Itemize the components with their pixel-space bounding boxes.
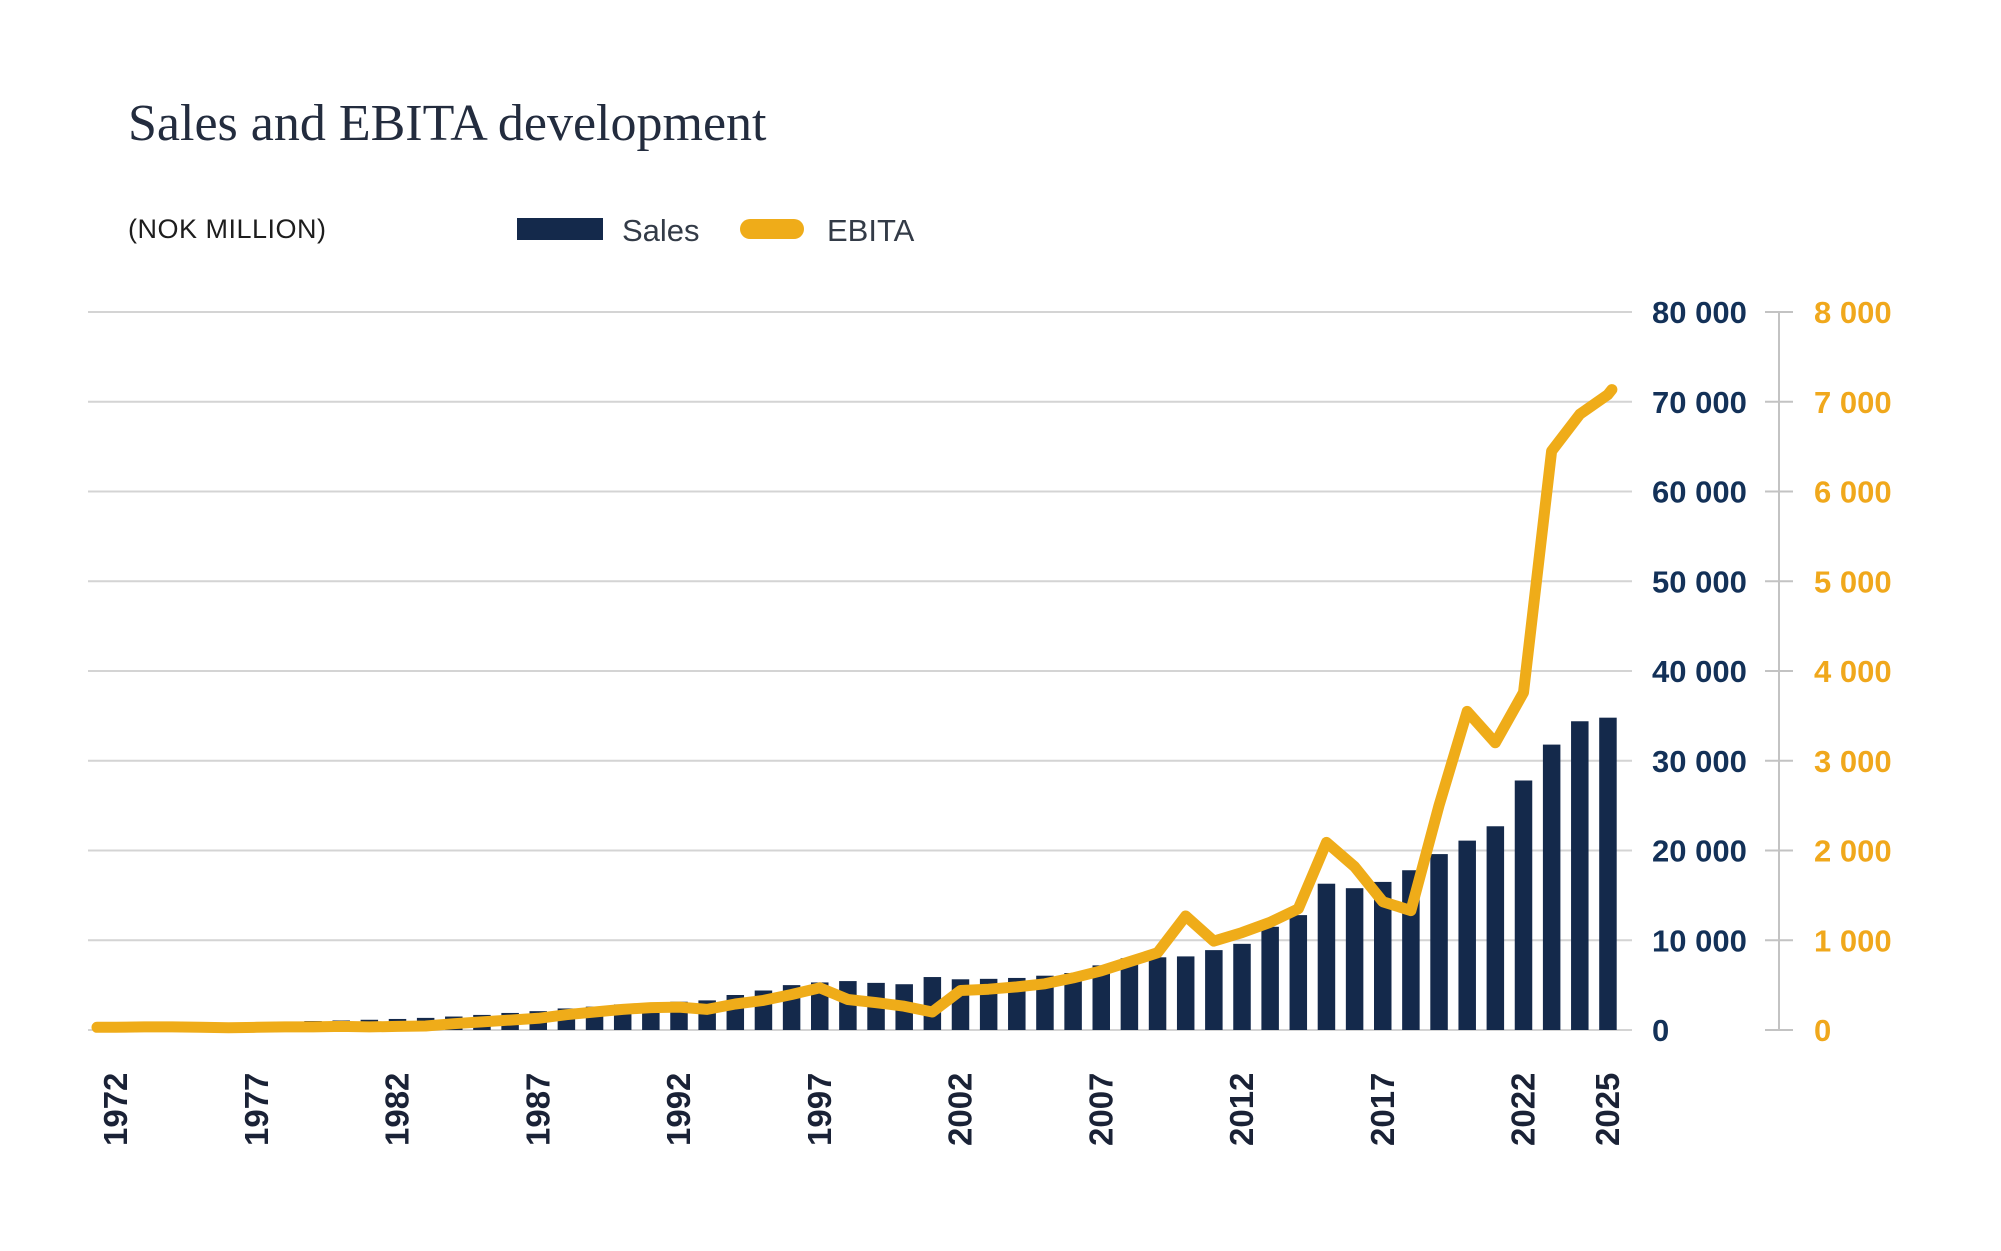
sales-bar <box>1317 883 1336 1030</box>
ebita-axis-tick-label: 0 <box>1814 1013 1831 1048</box>
sales-bar <box>1176 956 1195 1030</box>
chart-title: Sales and EBITA development <box>128 95 767 152</box>
sales-bar <box>1233 943 1251 1030</box>
sales-bar <box>1458 840 1476 1030</box>
x-axis-year-label: 2007 <box>1082 1073 1119 1146</box>
sales-axis-tick-label: 30 000 <box>1652 744 1747 779</box>
sales-bar <box>1345 888 1364 1030</box>
x-axis-labels-layer: 1972 1977 1982 1987 1992 1997 2002 2007 2012 2017… <box>97 1073 1626 1146</box>
sales-axis-tick-label: 40 000 <box>1652 654 1747 689</box>
ebita-axis-tick-label: 7 000 <box>1814 385 1892 420</box>
sales-axis-tick-label: 80 000 <box>1652 295 1747 330</box>
legend-ebita-label: EBITA <box>827 213 915 248</box>
sales-bars-layer <box>107 717 1617 1030</box>
ebita-axis-tick-label: 3 000 <box>1814 744 1892 779</box>
chart-subtitle: (NOK MILLION) <box>128 214 327 244</box>
sales-bar <box>1571 721 1589 1030</box>
ebita-axis-tick-label: 1 000 <box>1814 923 1892 958</box>
x-axis-year-label: 1982 <box>379 1073 416 1146</box>
sales-axis-tick-label: 60 000 <box>1652 475 1747 510</box>
sales-bar <box>923 977 942 1030</box>
right-axis-layer: 0 0 10 000 1 000 20 000 2 000 30 000 3 000 40 00… <box>1652 295 1892 1048</box>
x-axis-year-label: 2002 <box>942 1073 979 1146</box>
legend-ebita-swatch <box>740 219 804 239</box>
ebita-axis-tick-label: 5 000 <box>1814 564 1892 599</box>
x-axis-year-label: 1997 <box>801 1073 838 1146</box>
ebita-axis-tick-label: 4 000 <box>1814 654 1892 689</box>
sales-bar <box>1542 744 1561 1030</box>
x-axis-year-label: 2025 <box>1589 1073 1626 1146</box>
sales-axis-tick-label: 10 000 <box>1652 923 1747 958</box>
ebita-line <box>91 384 1618 1034</box>
sales-axis-tick-label: 20 000 <box>1652 834 1747 869</box>
sales-bar <box>1205 950 1223 1030</box>
x-axis-year-label: 1972 <box>97 1073 134 1146</box>
sales-bar <box>1261 926 1279 1030</box>
sales-axis-tick-label: 0 <box>1652 1013 1669 1048</box>
legend-sales-label: Sales <box>622 213 700 248</box>
sales-bar <box>1120 958 1139 1030</box>
x-axis-year-label: 1987 <box>519 1073 556 1146</box>
sales-bar <box>1486 826 1505 1030</box>
ebita-line-layer <box>91 384 1618 1034</box>
ebita-axis-tick-label: 8 000 <box>1814 295 1892 330</box>
x-axis-year-label: 1992 <box>660 1073 697 1146</box>
x-axis-year-label: 2022 <box>1505 1073 1542 1146</box>
sales-axis-tick-label: 70 000 <box>1652 385 1747 420</box>
sales-bar <box>1430 854 1448 1030</box>
sales-bar <box>1599 717 1617 1030</box>
sales-bar <box>1148 957 1167 1030</box>
sales-bar <box>1374 881 1392 1030</box>
x-axis-year-label: 1977 <box>238 1073 275 1146</box>
ebita-axis-tick-label: 6 000 <box>1814 475 1892 510</box>
sales-bar <box>1514 780 1533 1030</box>
sales-bar <box>1064 973 1082 1030</box>
legend-sales-swatch <box>517 218 603 240</box>
sales-axis-tick-label: 50 000 <box>1652 564 1747 599</box>
sales-bar <box>1092 965 1110 1030</box>
ebita-axis-tick-label: 2 000 <box>1814 834 1892 869</box>
x-axis-year-label: 2017 <box>1364 1073 1401 1146</box>
sales-bar <box>1289 915 1308 1030</box>
legend: Sales EBITA <box>517 213 915 248</box>
x-axis-year-label: 2012 <box>1223 1073 1260 1146</box>
gridlines-layer <box>88 311 1632 1031</box>
